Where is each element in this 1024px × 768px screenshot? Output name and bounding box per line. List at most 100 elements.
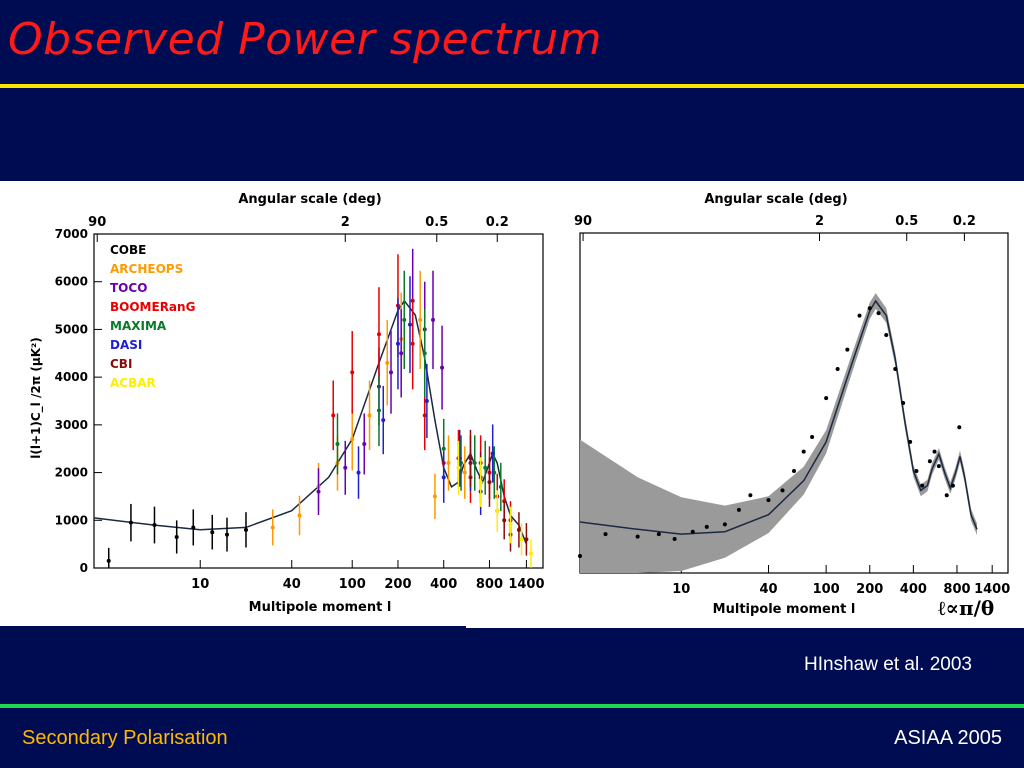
plot-frame [579, 232, 1009, 574]
x-tick-label: 800 [476, 577, 503, 592]
data-point [381, 418, 386, 423]
y-tick-label: 6000 [55, 275, 88, 289]
relation-symbol: ℓ∝π/θ [938, 596, 995, 620]
data-point [908, 439, 913, 444]
legend-entry: COBE [110, 243, 146, 257]
data-point [748, 493, 753, 498]
x-tick-label: 10 [191, 577, 209, 592]
legend-entry: TOCO [110, 281, 147, 295]
data-point [495, 508, 500, 513]
right-chart-panel: Angular scale (deg) Multipole moment l 1… [566, 181, 1024, 628]
data-point [810, 435, 815, 439]
data-point [331, 413, 336, 418]
data-point [884, 333, 889, 337]
data-point [418, 317, 423, 322]
data-point [498, 484, 503, 489]
x-axis-label: Multipole moment l [249, 600, 392, 615]
data-point [901, 401, 906, 405]
data-point [736, 507, 741, 512]
data-point [824, 396, 829, 401]
data-point [399, 351, 404, 356]
x-axis-label: Multipole moment l [713, 602, 856, 617]
data-point [174, 534, 179, 539]
data-point [440, 365, 445, 370]
data-point [243, 527, 248, 532]
data-point [920, 483, 925, 488]
legend-entry: BOOMERanG [110, 300, 195, 314]
legend-entry: CBI [110, 357, 132, 371]
data-point [690, 529, 695, 534]
top-axis-label: Angular scale (deg) [704, 192, 847, 207]
x-tick-label: 200 [856, 582, 883, 597]
x-tick-label: 40 [283, 577, 301, 592]
y-tick-label: 7000 [55, 227, 88, 241]
data-point [432, 494, 437, 499]
data-point [350, 370, 355, 375]
data-point [516, 527, 521, 532]
x-tick-label: 400 [430, 577, 457, 592]
x-tick-label: 40 [759, 582, 777, 597]
top-axis-label: Angular scale (deg) [238, 192, 381, 207]
top-tick-label: 0.5 [895, 214, 918, 229]
data-point [297, 513, 302, 518]
legend-entry: DASI [110, 338, 142, 352]
data-point [385, 360, 390, 365]
x-tick-label: 400 [900, 582, 927, 597]
data-point [456, 465, 461, 470]
data-point [490, 451, 495, 456]
data-point [441, 475, 446, 480]
data-point [441, 446, 446, 451]
data-point [430, 317, 435, 322]
x-tick-label: 10 [672, 582, 690, 597]
data-point [957, 425, 962, 430]
data-point [152, 523, 157, 528]
data-point [106, 558, 111, 563]
data-point [528, 551, 533, 556]
citation-text: HInshaw et al. 2003 [804, 654, 972, 675]
top-rule [0, 84, 1024, 88]
data-point [376, 408, 381, 413]
data-point [478, 480, 483, 485]
data-point [722, 522, 727, 527]
data-point [462, 470, 467, 475]
legend-entry: ARCHEOPS [110, 262, 183, 276]
right-power-spectrum-chart: Angular scale (deg) Multipole moment l 1… [574, 192, 1010, 617]
data-point [893, 367, 898, 371]
top-tick-label: 2 [815, 214, 824, 229]
data-point [376, 332, 381, 337]
data-point [867, 306, 872, 311]
legend-entry: ACBAR [110, 376, 156, 390]
plot-frame [93, 233, 544, 569]
data-point [128, 520, 133, 525]
variance-band [580, 293, 977, 573]
y-axis-label: l(l+1)C_l /2π (μK²) [29, 337, 44, 458]
legend-entry: MAXIMA [110, 319, 167, 333]
y-tick-label: 4000 [55, 370, 88, 384]
top-tick-label: 90 [574, 214, 592, 229]
data-point [944, 493, 949, 498]
data-point [780, 488, 785, 493]
data-point [845, 347, 850, 352]
data-point [502, 518, 507, 523]
data-point [402, 317, 407, 322]
top-tick-label: 0.5 [425, 215, 448, 230]
data-point [356, 470, 361, 475]
data-point [704, 524, 709, 529]
data-point [672, 537, 677, 541]
data-point [519, 537, 524, 542]
data-point [932, 449, 937, 454]
data-point [487, 480, 492, 485]
bottom-rule [0, 704, 1024, 708]
data-point [362, 441, 367, 446]
data-point [801, 449, 806, 454]
data-point [656, 532, 661, 537]
data-point [316, 489, 321, 494]
data-point [468, 456, 473, 461]
left-power-spectrum-chart: Angular scale (deg) Multipole moment l l… [29, 192, 545, 615]
data-point [408, 322, 413, 327]
data-point [483, 465, 488, 470]
data-point [424, 399, 429, 403]
data-point [343, 465, 348, 470]
data-point [876, 311, 881, 316]
left-chart-panel: Angular scale (deg) Multipole moment l l… [0, 181, 566, 626]
